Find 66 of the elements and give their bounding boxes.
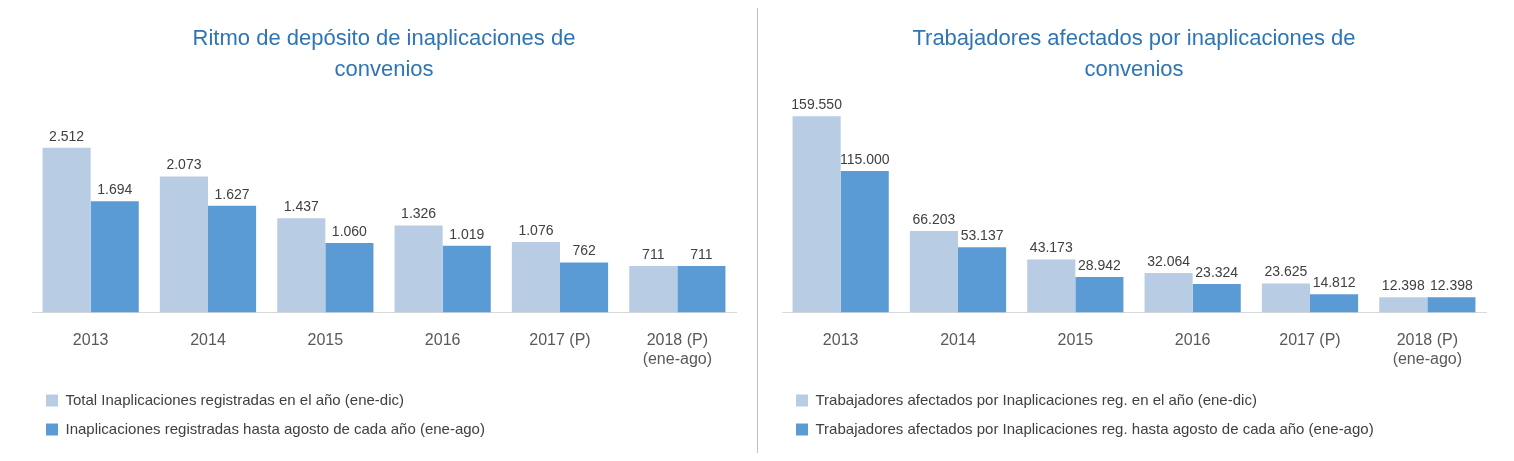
chart-title: Trabajadores afectados por inaplicaciones de convenios xyxy=(911,25,1356,82)
data-label: 711 xyxy=(690,245,713,262)
data-label: 28.942 xyxy=(1077,256,1121,273)
x-tick-label: 2017 (P) xyxy=(529,330,591,348)
bar xyxy=(42,147,91,313)
data-label: 32.064 xyxy=(1146,252,1190,269)
data-label: 12.398 xyxy=(1429,277,1473,294)
x-tick-label: 2018 (P) (ene-ago) xyxy=(642,330,713,367)
legend-label: Trabajadores afectados por Inaplicaciones reg. en el año (ene-dic) xyxy=(815,390,1257,408)
bar xyxy=(277,218,326,313)
bar xyxy=(1026,259,1075,313)
x-tick-label: 2015 xyxy=(1057,330,1093,348)
data-label: 23.625 xyxy=(1264,263,1308,280)
x-tick-label: 2014 xyxy=(939,330,976,348)
bar xyxy=(1144,273,1193,313)
data-label: 66.203 xyxy=(912,210,956,227)
bar xyxy=(325,242,374,313)
data-label: 14.812 xyxy=(1312,274,1356,291)
bar xyxy=(909,231,958,313)
data-label: 711 xyxy=(642,245,665,262)
bar xyxy=(560,262,609,313)
data-label: 115.000 xyxy=(839,150,890,167)
bar xyxy=(677,265,726,313)
data-label: 1.019 xyxy=(449,225,485,242)
chart-title: Ritmo de depósito de inaplicaciones de convenios xyxy=(192,25,576,82)
legend-label: Total Inaplicaciones registradas en el año (ene-dic) xyxy=(65,390,405,408)
bar xyxy=(629,265,678,313)
x-tick-label: 2016 xyxy=(1174,330,1211,348)
bar xyxy=(957,247,1006,313)
x-tick-label: 2017 (P) xyxy=(1278,330,1341,348)
data-label: 762 xyxy=(572,242,596,259)
bar xyxy=(1074,276,1123,313)
bar xyxy=(159,176,208,313)
x-tick-label: 2018 (P) (ene-ago) xyxy=(1392,330,1462,367)
data-label: 43.173 xyxy=(1029,239,1073,256)
bar xyxy=(1378,297,1427,313)
data-label: 1.326 xyxy=(401,205,437,222)
legend-label: Trabajadores afectados por Inaplicaciones reg. hasta agosto de cada año (ene-ago) xyxy=(815,419,1374,437)
data-label: 23.324 xyxy=(1194,263,1238,280)
data-label: 1.060 xyxy=(331,222,368,239)
data-label: 1.694 xyxy=(97,181,133,198)
data-label: 1.627 xyxy=(214,185,250,202)
x-tick-label: 2013 xyxy=(72,330,109,348)
data-label: 1.076 xyxy=(518,221,554,238)
bar xyxy=(442,245,491,313)
x-tick-label: 2014 xyxy=(190,330,226,348)
bar xyxy=(90,201,139,313)
x-tick-label: 2013 xyxy=(822,330,859,348)
bar xyxy=(840,171,889,313)
data-label: 2.073 xyxy=(166,156,202,173)
data-label: 53.137 xyxy=(960,227,1004,244)
data-label: 12.398 xyxy=(1381,277,1425,294)
data-label: 1.437 xyxy=(283,198,319,215)
bar xyxy=(792,116,841,313)
bar xyxy=(1309,294,1358,313)
data-label: 2.512 xyxy=(49,127,85,144)
bar xyxy=(208,205,257,313)
x-tick-label: 2016 xyxy=(424,330,461,348)
legend-label: Inaplicaciones registradas hasta agosto de cada año (ene-ago) xyxy=(65,419,485,437)
bar xyxy=(1192,283,1241,313)
bar xyxy=(394,225,443,313)
x-tick-label: 2015 xyxy=(307,330,344,348)
bar xyxy=(1426,297,1475,313)
bar xyxy=(511,241,560,313)
data-label: 159.550 xyxy=(790,96,842,113)
bar xyxy=(1261,283,1310,313)
